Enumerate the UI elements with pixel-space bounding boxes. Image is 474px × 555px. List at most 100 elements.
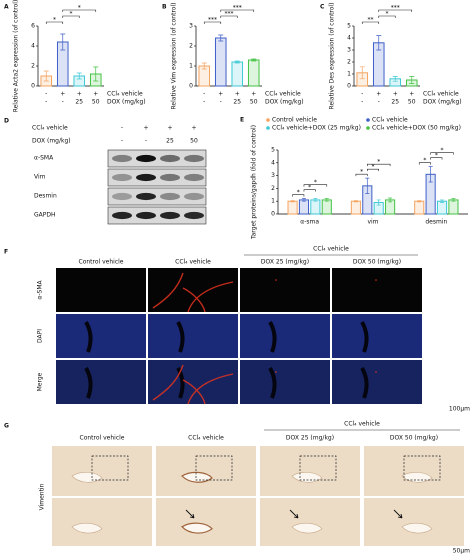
y-tick-label: 5: [271, 147, 275, 154]
y-tick-label: 0: [271, 211, 275, 218]
condition-label: CCl₄ vehicle: [107, 91, 143, 98]
y-tick-label: 2: [31, 63, 35, 70]
condition-cell: -: [62, 99, 64, 106]
vessel: [84, 367, 93, 399]
column-header: DOX 50 (mg/kg): [353, 259, 401, 266]
condition-cell: +: [409, 91, 414, 98]
legend-marker: [266, 126, 270, 130]
bar: [231, 61, 244, 87]
blot-band: [184, 211, 204, 220]
error-bar: [376, 35, 382, 51]
arrow: [185, 509, 195, 519]
condition-label: DOX (mg/kg): [107, 99, 146, 106]
blot-strip: [107, 187, 207, 206]
panel-label: B: [162, 4, 167, 11]
blot-condition-cell: +: [191, 125, 196, 132]
error-bar: [60, 33, 66, 51]
vessel: [268, 321, 277, 353]
vessel: [360, 367, 369, 399]
blot-band: [136, 192, 156, 201]
condition-cell: -: [361, 99, 363, 106]
fluorescence-image: [56, 268, 146, 312]
condition-cell: +: [77, 91, 82, 98]
error-bar: [301, 198, 306, 202]
blot-band-label: α-SMA: [34, 155, 54, 162]
error-bar: [93, 66, 99, 82]
condition-label: CCl₄ vehicle: [265, 91, 301, 98]
condition-cell: +: [235, 91, 240, 98]
condition-cell: 25: [391, 99, 399, 106]
blot-condition-cell: +: [167, 125, 172, 132]
arrow: [393, 509, 403, 519]
blot-band-label: Desmin: [34, 193, 57, 200]
condition-cell: -: [203, 99, 205, 106]
blot-condition-cell: -: [145, 138, 147, 145]
blot-band-label: GAPDH: [34, 212, 56, 219]
error-bar: [201, 62, 207, 70]
blot-condition-cell: +: [143, 125, 148, 132]
error-bar: [251, 58, 257, 62]
condition-cell: -: [45, 91, 47, 98]
significance-label: *: [53, 17, 56, 24]
row-label: Merge: [37, 372, 44, 391]
row-label: α-SMA: [37, 280, 44, 300]
blot-condition-label: CCl₄ vehicle: [32, 125, 68, 132]
blot-band: [160, 173, 180, 182]
group-header: CCl₄ vehicle: [344, 421, 380, 428]
panel-label: G: [4, 423, 9, 430]
zoom-box: [195, 455, 233, 481]
y-tick-label: 1: [347, 71, 351, 78]
column-header: DOX 25 (mg/kg): [261, 259, 309, 266]
ihc-vessel: [181, 522, 213, 534]
red-dot: [375, 279, 377, 281]
blot-condition-cell: 25: [166, 138, 174, 145]
significance-bracket: [62, 9, 97, 12]
vessel: [360, 321, 369, 353]
blot-band: [112, 211, 132, 220]
error-bar: [440, 199, 445, 203]
ihc-image: [156, 446, 256, 496]
error-bar: [428, 166, 433, 183]
condition-cell: +: [60, 91, 65, 98]
row-label: Vimentin: [39, 483, 46, 510]
error-bar: [353, 200, 358, 203]
y-tick-label: 4: [31, 43, 35, 50]
y-tick-label: 2: [347, 59, 351, 66]
bar: [414, 200, 425, 215]
significance-label: *: [297, 189, 300, 196]
blot-band: [160, 154, 180, 163]
significance-label: *: [314, 179, 317, 186]
blot-condition-label: DOX (mg/kg): [32, 138, 71, 145]
column-header: CCl₄ vehicle: [188, 435, 224, 442]
zoom-box: [299, 455, 337, 481]
error-bar: [313, 198, 318, 202]
fluorescence-image: [332, 314, 422, 358]
red-dot: [275, 279, 277, 281]
vessel: [84, 321, 93, 353]
condition-label: DOX (mg/kg): [423, 99, 462, 106]
vessel: [268, 367, 277, 399]
blot-condition-cell: -: [121, 125, 123, 132]
blot-strip: [107, 206, 207, 225]
y-tick-label: 3: [189, 23, 193, 30]
y-tick-label: 0: [347, 83, 351, 90]
error-bar: [76, 72, 82, 80]
fluorescence-image: [148, 360, 238, 404]
ihc-vessel: [291, 522, 323, 534]
significance-label: *: [377, 159, 380, 166]
legend-marker: [366, 126, 370, 130]
condition-cell: 25: [75, 99, 83, 106]
y-axis-label: Relative Acta2 expression (of control): [13, 0, 20, 112]
ihc-vessel: [401, 522, 433, 534]
error-bar: [324, 198, 329, 202]
significance-bracket: [430, 152, 454, 155]
y-tick-label: 4: [271, 159, 275, 166]
bar: [298, 199, 310, 215]
significance-label: *: [386, 11, 389, 18]
condition-cell: -: [45, 99, 47, 106]
error-bar: [376, 199, 381, 206]
bar: [448, 199, 459, 215]
significance-label: *: [78, 5, 81, 12]
column-header: Control vehicle: [79, 259, 124, 266]
panel-label: C: [320, 4, 325, 11]
